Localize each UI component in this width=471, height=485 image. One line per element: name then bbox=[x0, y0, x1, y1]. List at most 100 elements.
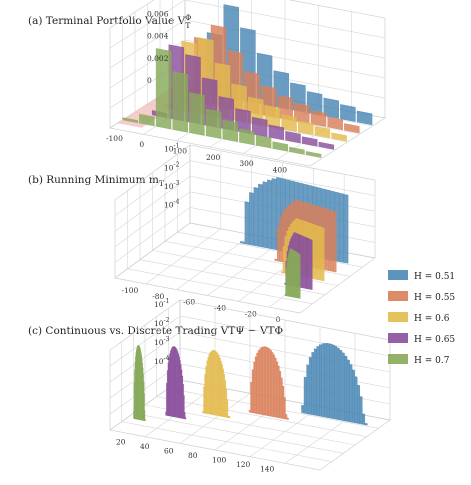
panel-a-z-tick: 0.002 bbox=[147, 54, 169, 63]
panel-c-bar bbox=[253, 361, 256, 414]
panel-b-bar bbox=[322, 227, 325, 282]
panel-c-bar bbox=[181, 375, 184, 419]
panel-c-gridline bbox=[109, 315, 391, 367]
panel-c-x-tick: 40 bbox=[140, 442, 150, 451]
panel-c-bar bbox=[324, 342, 327, 418]
panel-c-bar bbox=[321, 343, 325, 418]
panel-a-bar bbox=[122, 117, 138, 123]
panel-c-bar bbox=[329, 343, 333, 419]
panel-b-bar bbox=[339, 192, 344, 263]
panel-c-bar bbox=[174, 346, 176, 418]
panel-a-bar bbox=[139, 113, 155, 127]
panel-c-bar bbox=[175, 347, 177, 418]
panel-b-bar bbox=[328, 209, 332, 272]
panel-b-gridline bbox=[176, 156, 252, 290]
panel-c-bar bbox=[301, 404, 305, 414]
panel-c-bar bbox=[228, 415, 231, 419]
panel-b-bar bbox=[299, 254, 301, 299]
panel-b-z-tick: 10-3 bbox=[164, 180, 180, 191]
panel-c-bar bbox=[276, 361, 279, 418]
panel-c-bar bbox=[180, 364, 182, 419]
panel-a-bar bbox=[281, 114, 297, 132]
panel-b-bar bbox=[300, 235, 303, 288]
panel-c-bar bbox=[311, 351, 315, 416]
panel-c-bar bbox=[210, 350, 213, 415]
panel-a-z-tick: 0.006 bbox=[147, 9, 169, 18]
legend-label: H = 0.55 bbox=[414, 293, 455, 303]
panel-c-x-tick: 140 bbox=[260, 465, 275, 474]
panel-c-bar bbox=[248, 410, 251, 413]
panel-a-bar bbox=[340, 104, 356, 122]
panel-b-x-tick: -100 bbox=[121, 286, 138, 295]
panel-c-bar bbox=[183, 394, 185, 420]
panel-a-bar bbox=[305, 151, 322, 158]
panel-b-bar bbox=[333, 211, 337, 273]
panel-c-bar bbox=[326, 342, 330, 419]
panel-c-bar bbox=[254, 356, 257, 414]
panel-c-bar bbox=[217, 353, 219, 417]
panel-c-bar bbox=[223, 373, 225, 418]
panel-c-bar bbox=[271, 352, 274, 418]
legend-label: H = 0.7 bbox=[414, 356, 450, 366]
panel-c-bar bbox=[283, 396, 286, 420]
panel-c-bar bbox=[259, 348, 262, 415]
panel-a-bar bbox=[205, 108, 222, 139]
panel-a-bar bbox=[285, 131, 301, 144]
panel-c-bar bbox=[334, 345, 338, 420]
panel-c-bar bbox=[176, 349, 178, 418]
panel-a-bar bbox=[239, 128, 255, 146]
panel-c-x-tick: 60 bbox=[164, 446, 174, 455]
legend-label: H = 0.6 bbox=[414, 314, 450, 324]
panel-a-bar bbox=[298, 120, 314, 136]
panel-c-bar bbox=[280, 377, 283, 419]
panel-a-x-tick: 200 bbox=[206, 153, 221, 162]
panel-c-bar bbox=[222, 368, 224, 418]
panel-c-bar bbox=[359, 396, 363, 425]
panel-a-title: (a) Terminal Portfolio Value VΦ T bbox=[28, 13, 191, 30]
panel-c-bar bbox=[273, 354, 276, 418]
legend-swatch bbox=[388, 312, 408, 322]
panel-a-bar bbox=[323, 97, 339, 119]
panel-b-bar bbox=[306, 237, 308, 290]
panel-b-bar bbox=[330, 210, 334, 272]
panel-c-bar bbox=[336, 347, 340, 421]
panel-c-bar bbox=[346, 359, 350, 423]
panel-c-bar bbox=[184, 411, 186, 420]
panel-b-bar bbox=[320, 226, 323, 281]
panel-a-z-tick: 0.004 bbox=[147, 32, 169, 41]
panel-a-bar bbox=[255, 134, 272, 149]
panel-c-bar bbox=[181, 369, 183, 419]
panel-b-z-tick: 10-1 bbox=[164, 143, 179, 154]
panel-a-x-tick: 400 bbox=[273, 165, 288, 174]
panel-a-bar bbox=[344, 123, 360, 134]
panel-c-bar bbox=[306, 364, 310, 415]
panel-c-bar bbox=[354, 376, 358, 424]
panel-c-bar bbox=[265, 346, 268, 416]
panel-a-bar bbox=[310, 110, 327, 127]
panel-b: 10-410-310-210-1-100-80-60-40-200 bbox=[114, 143, 376, 324]
panel-c-bar bbox=[219, 357, 221, 417]
panel-b-bar bbox=[253, 187, 259, 247]
panel-c-title: (c) Continuous vs. Discrete Trading VTΨ … bbox=[28, 325, 284, 337]
legend: H = 0.51 H = 0.55 H = 0.6 H = 0.65 H = 0.7 bbox=[388, 270, 455, 366]
panel-b-bar bbox=[282, 245, 285, 274]
panel-a-bar bbox=[155, 48, 172, 130]
panel-b-z-tick: 10-4 bbox=[164, 198, 180, 209]
legend-swatch bbox=[388, 333, 408, 343]
panel-c-bar bbox=[331, 344, 335, 420]
panel-c-bar bbox=[282, 385, 285, 420]
panel-c-bar bbox=[349, 364, 353, 423]
panel-c: 10-4 10-3 10-2 10-1 20 40 60 80 100 120 140 bbox=[109, 298, 391, 474]
panel-a-x-tick: -100 bbox=[106, 134, 123, 143]
panel-a-z-tick: 0 bbox=[147, 76, 152, 85]
panel-c-bar bbox=[364, 422, 368, 426]
panel-c-x-tick: 100 bbox=[212, 456, 227, 465]
panel-a-title-sub: T bbox=[185, 21, 190, 30]
panel-b-title-sub: T bbox=[159, 179, 164, 188]
panel-c-bar bbox=[268, 348, 271, 417]
panel-c-bar bbox=[362, 413, 366, 425]
panel-c-bar bbox=[178, 356, 180, 419]
legend-label: H = 0.51 bbox=[414, 272, 455, 282]
panel-c-x-tick: 120 bbox=[236, 460, 251, 469]
